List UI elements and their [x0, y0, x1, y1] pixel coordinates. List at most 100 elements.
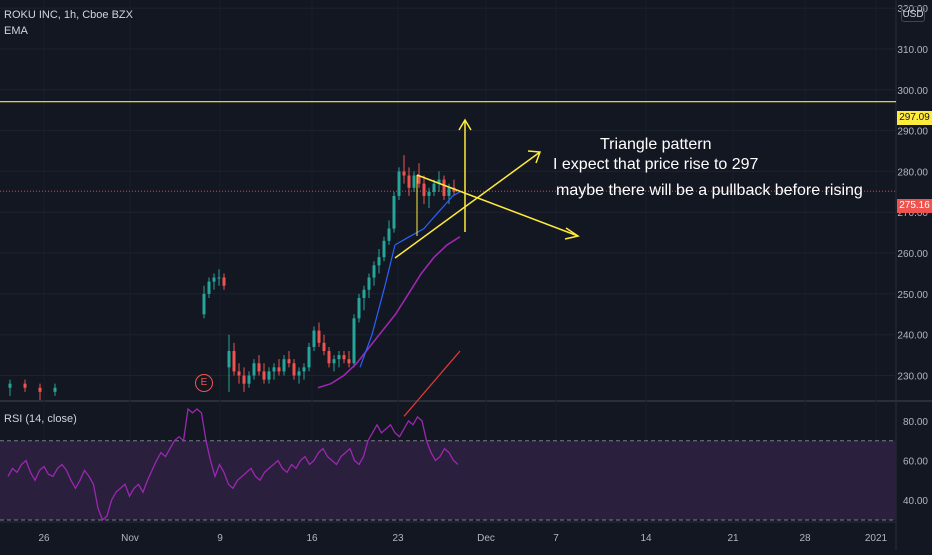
candle-body — [417, 175, 421, 184]
candle-body — [337, 355, 341, 360]
arrow-head-right — [564, 227, 580, 240]
price-tick-label: 230.00 — [897, 372, 928, 383]
price-tick-label: 300.00 — [897, 86, 928, 97]
candle-body — [287, 359, 291, 364]
candle-body — [227, 351, 231, 368]
rsi-tick-label: 40.00 — [903, 496, 928, 507]
candle-body — [53, 387, 57, 392]
candle-body — [282, 359, 286, 372]
time-tick-label: 21 — [727, 533, 739, 544]
price-tick-label: 280.00 — [897, 167, 928, 178]
price-tick-label: 320.00 — [897, 4, 928, 15]
candle-body — [347, 359, 351, 364]
candle-body — [297, 371, 301, 376]
candle-body — [307, 346, 311, 368]
candle-body — [427, 191, 431, 196]
candle-body — [432, 183, 436, 192]
earnings-marker-letter: E — [200, 377, 208, 388]
candle-body — [207, 281, 211, 294]
arrow-head-up — [458, 118, 472, 131]
axis-layer: 320.00 310.00 300.00 290.00 280.00 270.00 260.… — [38, 4, 928, 544]
candle-body — [212, 277, 216, 282]
candle-body — [372, 265, 376, 278]
rsi-tick-label: 80.00 — [903, 417, 928, 428]
price-tick-label: 250.00 — [897, 290, 928, 301]
time-tick-label: 28 — [799, 533, 811, 544]
candle-body — [262, 371, 266, 380]
time-tick-label: Nov — [121, 533, 139, 544]
price-tick-label: 260.00 — [897, 249, 928, 260]
candle-body — [267, 371, 271, 380]
annotation-pullback[interactable]: maybe there will be a pullback before ri… — [556, 182, 863, 199]
ema-line-1 — [394, 191, 461, 246]
candle-body — [362, 289, 366, 298]
time-tick-label: 14 — [640, 533, 652, 544]
candle-body — [292, 363, 296, 376]
candle-body — [23, 383, 27, 388]
candle-body — [222, 277, 226, 286]
symbol-title[interactable]: ROKU INC, 1h, Cboe BZX — [4, 9, 133, 21]
candle-body — [252, 363, 256, 376]
candle-body — [317, 330, 321, 343]
drawings-layer — [0, 101, 896, 259]
candle-body — [232, 351, 236, 372]
candle-body — [392, 195, 396, 229]
candle-body — [447, 187, 451, 196]
candle-body — [8, 383, 12, 388]
time-tick-label: 26 — [38, 533, 50, 544]
candle-body — [327, 351, 331, 364]
candle-body — [242, 375, 246, 384]
time-tick-label: 9 — [217, 533, 223, 544]
candle-body — [357, 297, 361, 319]
candle-body — [257, 363, 261, 372]
time-tick-label: Dec — [477, 533, 495, 544]
time-tick-label: 2021 — [865, 533, 888, 544]
candle-body — [202, 293, 206, 315]
triangle-upper-arrow — [416, 174, 579, 237]
ema-line-3 — [403, 350, 461, 417]
candles-layer — [8, 155, 456, 400]
candle-body — [402, 171, 406, 176]
candle-body — [422, 183, 426, 196]
rsi-tick-label: 60.00 — [903, 457, 928, 468]
candle-body — [312, 330, 316, 347]
annotation-triangle[interactable]: Triangle pattern — [600, 136, 712, 153]
rsi-pane — [0, 407, 896, 522]
time-tick-label: 16 — [306, 533, 318, 544]
indicator-label-rsi[interactable]: RSI (14, close) — [4, 413, 77, 425]
arrow-head-up-right — [527, 150, 542, 164]
candle-body — [407, 175, 411, 188]
candle-body — [352, 318, 356, 364]
ema-line-1-early — [359, 244, 396, 368]
candle-body — [437, 179, 441, 184]
candle-body — [382, 240, 386, 258]
price-tick-label: 270.00 — [897, 208, 928, 219]
candle-body — [367, 277, 371, 290]
annotation-expectation[interactable]: I expect that price rise to 297 — [553, 156, 759, 173]
price-tick-label: 290.00 — [897, 127, 928, 138]
currency-badge[interactable]: USD — [901, 6, 925, 22]
target-price-tag: 297.09 — [897, 111, 932, 125]
ema-layer — [317, 191, 461, 417]
candle-body — [217, 277, 221, 279]
rsi-line — [7, 407, 459, 522]
candle-body — [342, 355, 346, 360]
candle-body — [332, 359, 336, 364]
price-tick-label: 310.00 — [897, 45, 928, 56]
price-tick-label: 240.00 — [897, 331, 928, 342]
time-tick-label: 7 — [553, 533, 559, 544]
earnings-marker[interactable]: E — [195, 374, 213, 392]
last-price-tag: 275.16 — [897, 199, 932, 213]
candle-body — [302, 367, 306, 372]
triangle-lower-arrow — [394, 151, 541, 259]
candle-body — [412, 175, 416, 188]
indicator-label-ema[interactable]: EMA — [4, 25, 28, 37]
rsi-band-fill — [0, 440, 896, 520]
candle-body — [272, 367, 276, 372]
candle-body — [442, 179, 446, 196]
candle-body — [377, 257, 381, 266]
candle-body — [322, 342, 326, 352]
